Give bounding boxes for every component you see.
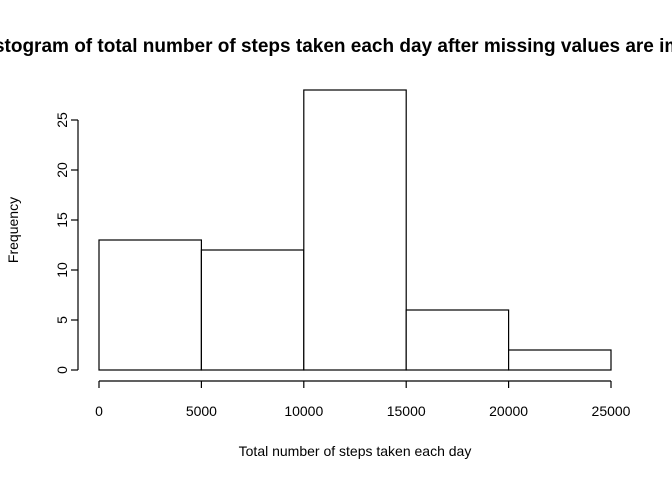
y-axis: 0 5 10 15 20 25 [54,112,79,374]
y-tick-label-5: 5 [54,316,70,324]
histogram-bar-2 [200,249,305,371]
x-axis: 0 5000 10000 15000 20000 25000 [95,380,631,419]
histogram-bars [98,89,612,371]
x-tick-label-15000: 15000 [387,403,426,419]
x-tick-label-0: 0 [95,403,103,419]
histogram-bar-5 [508,349,612,371]
y-tick-label-20: 20 [54,162,70,178]
x-tick-label-20000: 20000 [489,403,528,419]
histogram-bar-3 [303,89,407,371]
y-tick-label-15: 15 [54,212,70,228]
y-tick-label-10: 10 [54,262,70,278]
x-axis-label: Total number of steps taken each day [239,443,472,459]
x-tick-label-25000: 25000 [592,403,631,419]
y-axis-label: Frequency [5,197,21,263]
histogram-bar-4 [405,309,510,371]
chart-title: Histogram of total number of steps taken… [0,36,672,57]
y-tick-label-0: 0 [54,366,70,374]
histogram-bar-1 [98,239,203,371]
x-tick-label-10000: 10000 [284,403,323,419]
x-tick-label-5000: 5000 [186,403,217,419]
y-tick-label-25: 25 [54,112,70,128]
